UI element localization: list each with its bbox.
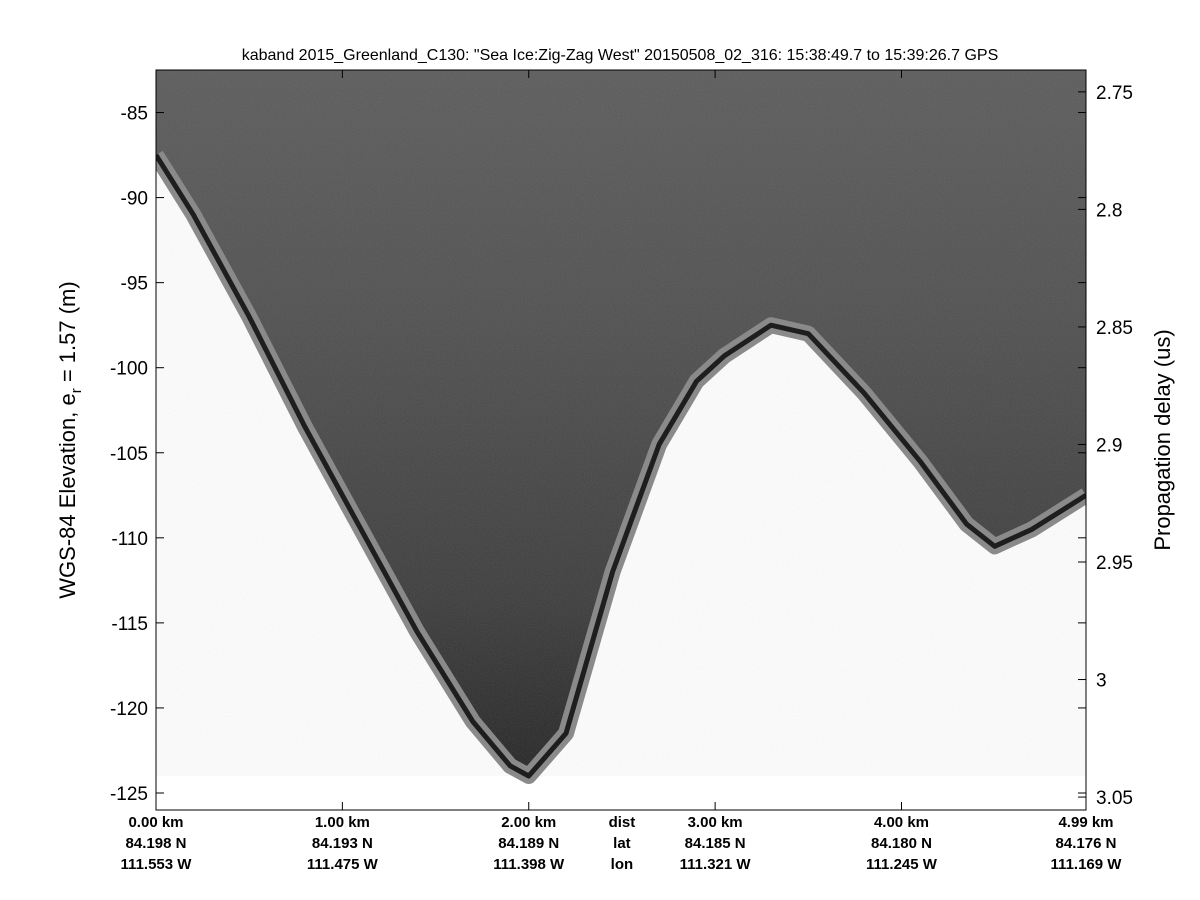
left-tick-label: -90 <box>121 189 148 210</box>
x-tick-label-lat: 84.198 N <box>126 835 187 852</box>
right-tick-label: 3 <box>1096 671 1107 692</box>
x-tick-label-lat: 84.189 N <box>498 835 559 852</box>
x-row-label-dist: dist <box>609 814 636 831</box>
x-tick-label-dist: 3.00 km <box>688 814 743 831</box>
x-tick-label-lon: 111.475 W <box>307 856 379 873</box>
x-tick-label-lat: 84.180 N <box>871 835 932 852</box>
right-tick-label: 2.8 <box>1096 200 1122 221</box>
x-tick-label-lon: 111.398 W <box>493 856 565 873</box>
left-tick-label: -115 <box>111 614 148 635</box>
right-tick-label: 2.95 <box>1096 553 1133 574</box>
chart-title: kaband 2015_Greenland_C130: "Sea Ice:Zig… <box>242 47 999 64</box>
echo-speckle <box>156 70 1086 776</box>
x-tick-label-lat: 84.193 N <box>312 835 373 852</box>
x-tick-label-dist: 4.00 km <box>874 814 929 831</box>
plot-frame <box>155 69 1087 811</box>
left-tick-label: -100 <box>110 359 148 380</box>
x-tick-label-lon: 111.245 W <box>866 856 938 873</box>
x-tick-label-dist: 0.00 km <box>128 814 183 831</box>
left-y-axis: -85 -90 -95 -100 -105 -110 -115 -120 -125 <box>110 104 1086 805</box>
x-row-label-lon: lon <box>611 856 634 873</box>
x-tick-label-lat: 84.176 N <box>1056 835 1117 852</box>
left-tick-label: -85 <box>121 104 148 125</box>
left-tick-label: -125 <box>110 784 148 805</box>
left-tick-label: -105 <box>110 444 148 465</box>
x-tick-label-lon: 111.169 W <box>1051 856 1123 873</box>
left-tick-label: -120 <box>110 699 148 720</box>
x-tick-label-lon: 111.321 W <box>680 856 752 873</box>
left-tick-label: -95 <box>121 274 148 295</box>
surface-return-line <box>156 153 1086 779</box>
plot-area <box>156 70 1086 810</box>
left-axis-label: WGS-84 Elevation, er = 1.57 (m) <box>55 281 85 598</box>
x-row-label-lat: lat <box>613 835 631 852</box>
right-tick-label: 2.85 <box>1096 318 1133 339</box>
right-axis-label: Propagation delay (us) <box>1150 329 1175 550</box>
left-tick-label: -110 <box>111 529 148 550</box>
x-tick-label-dist: 1.00 km <box>315 814 370 831</box>
x-tick-label-lat: 84.185 N <box>685 835 746 852</box>
right-tick-label: 2.75 <box>1096 83 1133 104</box>
right-tick-label: 3.05 <box>1096 788 1133 809</box>
x-tick-label-dist: 4.99 km <box>1058 814 1113 831</box>
right-y-axis: 2.75 2.8 2.85 2.9 2.95 3 3.05 <box>1078 83 1133 809</box>
right-tick-label: 2.9 <box>1096 435 1122 456</box>
x-axis: 0.00 km 84.198 N 111.553 W 1.00 km 84.193 N 1… <box>121 70 1123 873</box>
x-tick-label-lon: 111.553 W <box>121 856 193 873</box>
x-tick-label-dist: 2.00 km <box>501 814 556 831</box>
